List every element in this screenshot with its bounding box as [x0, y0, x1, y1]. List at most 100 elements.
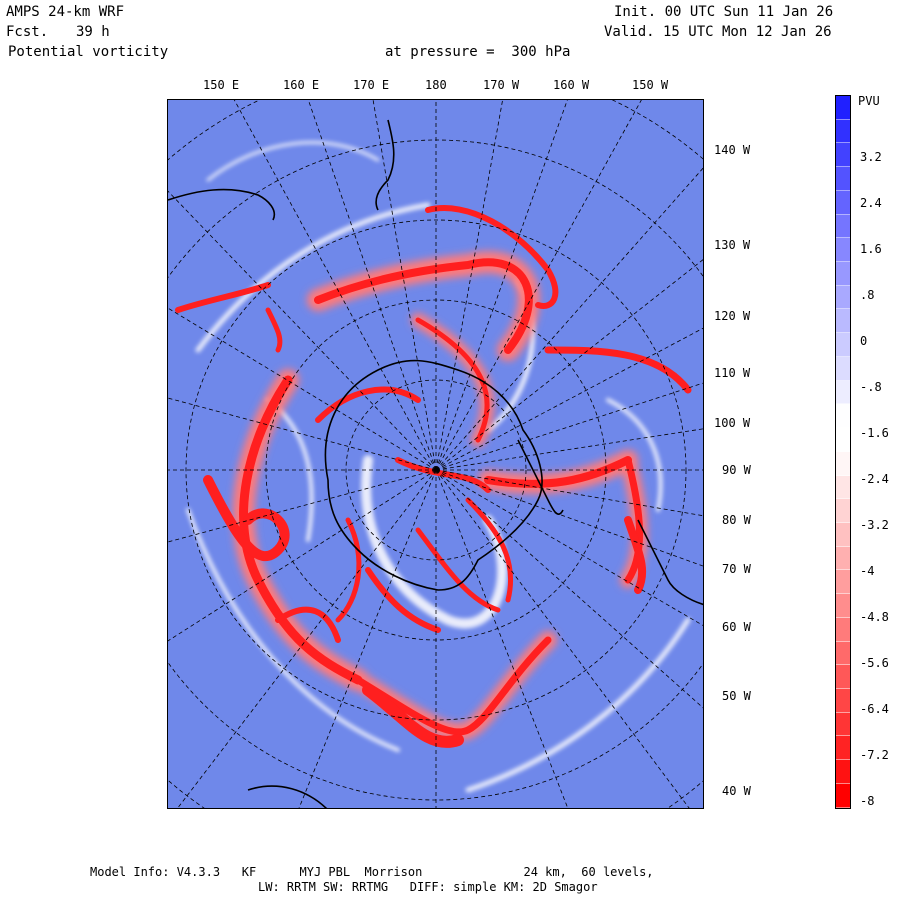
lon-label-50w: 50 W: [722, 689, 751, 703]
colorbar-swatch: [836, 262, 850, 286]
colorbar-swatch: [836, 356, 850, 381]
lon-label-150e: 150 E: [203, 78, 240, 92]
colorbar-swatch: [836, 96, 850, 120]
colorbar-swatch: [836, 404, 850, 429]
colorbar-tick-label: 1.6: [860, 242, 882, 256]
antarctica-coast: [324, 359, 543, 591]
colorbar-tick-label: -7.2: [860, 748, 889, 762]
meridian: [168, 469, 437, 543]
colorbar-swatch: [836, 475, 850, 500]
lon-label-90w: 90 W: [722, 463, 751, 477]
meridian: [168, 397, 437, 471]
meridian: [372, 100, 437, 471]
lon-label-80w: 80 W: [722, 513, 751, 527]
meridian: [435, 167, 703, 471]
forecast-label: Fcst.: [6, 24, 49, 40]
model-title: AMPS 24-km WRF: [6, 4, 125, 20]
lon-label-130w: 130 W: [714, 238, 751, 252]
meridian: [435, 469, 703, 517]
colorbar-unit: PVU: [858, 94, 880, 108]
colorbar-tick-label: 0: [860, 334, 868, 348]
colorbar-swatch: [836, 641, 850, 666]
meridian: [298, 469, 437, 808]
colorbar-tick-label: -5.6: [860, 656, 889, 670]
potential-vorticity-map: [167, 99, 704, 809]
colorbar-swatch: [836, 333, 850, 357]
meridian: [177, 469, 437, 808]
meridian: [307, 100, 437, 471]
lon-label-110w: 110 W: [714, 366, 751, 380]
colorbar-swatch: [836, 736, 850, 761]
meridian: [435, 469, 703, 567]
colorbar-swatch: [836, 143, 850, 168]
south-america-coast: [637, 519, 703, 606]
map-canvas: [168, 100, 703, 808]
colorbar-tick-label: 3.2: [860, 150, 882, 164]
meridian: [233, 100, 437, 471]
meridian: [435, 469, 703, 709]
latitude-circle: [185, 219, 687, 721]
colorbar-swatch: [836, 522, 850, 547]
colorbar-swatch: [836, 190, 850, 215]
lon-label-170w: 170 W: [483, 78, 520, 92]
colorbar-tick-label: -2.4: [860, 472, 889, 486]
meridian: [435, 428, 703, 471]
forecast-hour: 39 h: [76, 24, 110, 40]
meridian: [435, 100, 504, 471]
valid-time: Valid. 15 UTC Mon 12 Jan 26: [604, 24, 832, 40]
lon-label-70w: 70 W: [722, 562, 751, 576]
colorbar-swatch: [836, 665, 850, 689]
model-info-line-1: Model Info: V4.3.3 KF MYJ PBL Morrison 2…: [90, 865, 654, 879]
new-zealand: [375, 119, 395, 211]
lon-label-160e: 160 E: [283, 78, 320, 92]
colorbar-swatch: [836, 712, 850, 737]
meridian: [435, 327, 703, 471]
lon-label-60w: 60 W: [722, 620, 751, 634]
colorbar-swatch: [836, 238, 850, 263]
pressure-level: at pressure = 300 hPa: [385, 44, 571, 60]
colorbar-swatch: [836, 380, 850, 405]
colorbar-swatch: [836, 309, 850, 334]
meridian: [435, 469, 690, 808]
colorbar-tick-label: -.8: [860, 380, 882, 394]
meridian: [168, 307, 437, 471]
colorbar-swatch: [836, 594, 850, 618]
meridian: [435, 100, 568, 471]
colorbar-swatch: [836, 167, 850, 191]
lon-label-140w: 140 W: [714, 143, 751, 157]
southern-landmass-coast: [247, 785, 327, 808]
colorbar-swatch: [836, 428, 850, 452]
latitude-circle: [345, 379, 527, 561]
model-info-line-2: LW: RRTM SW: RRTMG DIFF: simple KM: 2D S…: [258, 880, 598, 894]
australia-coast: [168, 188, 276, 221]
colorbar-tick-label: -4.8: [860, 610, 889, 624]
colorbar-swatch: [836, 119, 850, 144]
colorbar-swatch: [836, 570, 850, 595]
colorbar-swatch: [836, 760, 850, 784]
meridian: [435, 382, 703, 471]
lon-label-100w: 100 W: [714, 416, 751, 430]
colorbar-swatch: [836, 688, 850, 713]
lon-label-40w: 40 W: [722, 784, 751, 798]
colorbar-swatch: [836, 617, 850, 642]
meridian: [435, 469, 703, 626]
init-time: Init. 00 UTC Sun 11 Jan 26: [614, 4, 834, 20]
colorbar-tick-label: -8: [860, 794, 875, 808]
colorbar-tick-label: -3.2: [860, 518, 889, 532]
meridian: [168, 469, 437, 642]
colorbar: [835, 95, 851, 809]
meridian: [168, 190, 437, 471]
colorbar-tick-label: -1.6: [860, 426, 889, 440]
colorbar-tick-label: -6.4: [860, 702, 889, 716]
lon-label-150w: 150 W: [632, 78, 669, 92]
graticule: [168, 100, 703, 808]
lon-label-160w: 160 W: [553, 78, 590, 92]
colorbar-tick-label: 2.4: [860, 196, 882, 210]
colorbar-swatch: [836, 499, 850, 523]
colorbar-swatch: [836, 214, 850, 239]
lon-label-170e: 170 E: [353, 78, 390, 92]
meridian: [435, 100, 642, 471]
meridian: [435, 259, 703, 471]
colorbar-swatch: [836, 546, 850, 571]
colorbar-swatch: [836, 285, 850, 310]
